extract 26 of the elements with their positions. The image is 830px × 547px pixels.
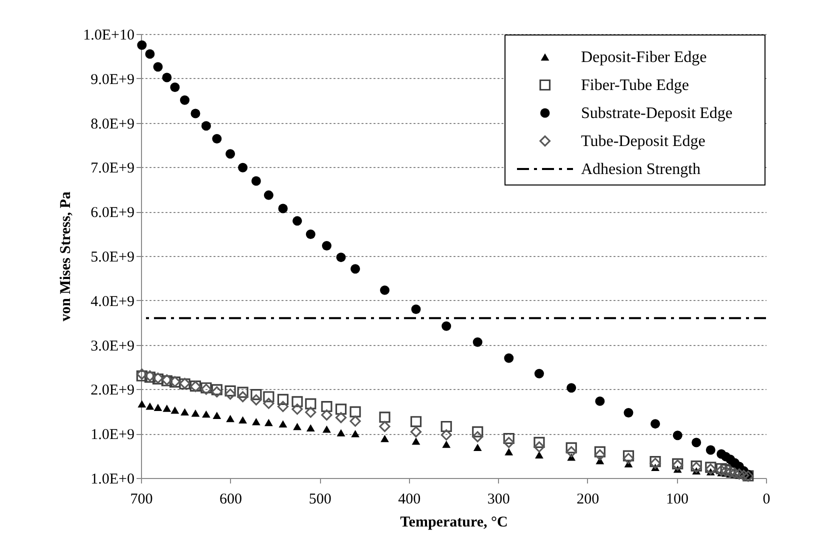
y-tick-label: 2.0E+9 [90,382,134,399]
y-tick-label: 6.0E+9 [90,205,134,222]
x-axis-title: Temperature, °C [400,514,508,530]
legend-label: Fiber-Tube Edge [581,77,689,94]
legend-label: Tube-Deposit Edge [581,133,706,150]
y-tick-label: 1.0E+0 [90,472,134,488]
x-tick-label: 500 [308,492,332,508]
legend-label: Adhesion Strength [581,161,701,178]
y-tick-label: 5.0E+9 [90,250,134,266]
y-tick-label: 3.0E+9 [90,338,134,354]
y-tick-label: 4.0E+9 [90,294,134,310]
x-tick-label: 300 [487,492,510,508]
y-tick-label: 1.0E+10 [83,28,134,44]
y-tick-label: 7.0E+9 [90,160,134,177]
x-tick-label: 400 [398,492,421,508]
y-tick-label: 9.0E+9 [90,72,134,88]
legend-label: Deposit-Fiber Edge [581,49,707,66]
y-tick-label: 1.0E+9 [90,427,134,444]
y-axis-title: von Mises Stress, Pa [58,191,74,322]
x-tick-label: 100 [666,492,688,508]
x-tick-label: 700 [130,492,153,508]
y-tick-label: 8.0E+9 [90,116,134,132]
x-tick-label: 200 [576,492,600,508]
x-tick-label: 600 [220,492,242,508]
legend-label: Substrate-Deposit Edge [581,105,733,122]
x-tick-label: 0 [762,492,770,508]
